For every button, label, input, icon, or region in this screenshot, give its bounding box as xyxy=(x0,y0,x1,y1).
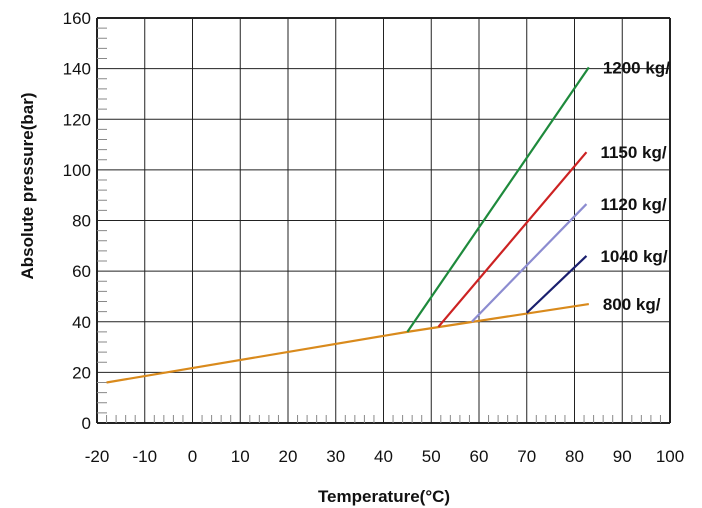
series-label: 800 kg/ xyxy=(603,295,661,314)
y-tick-label: 0 xyxy=(82,414,91,433)
x-tick-label: 20 xyxy=(279,447,298,466)
y-tick-labels: 0 20 40 60 80 100 120 140 160 xyxy=(63,9,91,433)
series-labels: 800 kg/1040 kg/1120 kg/1150 kg/1200 kg/ xyxy=(600,58,670,314)
y-tick-label: 120 xyxy=(63,110,91,129)
series-line xyxy=(525,255,588,314)
y-tick-label: 60 xyxy=(72,262,91,281)
series-line xyxy=(106,302,589,384)
y-tick-label: 80 xyxy=(72,212,91,231)
series-line xyxy=(437,151,588,328)
x-tick-labels: -20 -10 0 10 20 30 40 50 60 70 80 90 100 xyxy=(85,447,684,466)
x-tick-label: 60 xyxy=(470,447,489,466)
y-tick-label: 40 xyxy=(72,313,91,332)
grid xyxy=(96,17,671,424)
x-tick-label: 10 xyxy=(231,447,250,466)
x-tick-label: 70 xyxy=(517,447,536,466)
series-label: 1120 kg/ xyxy=(600,195,666,214)
x-tick-label: 50 xyxy=(422,447,441,466)
series-line xyxy=(471,203,588,323)
y-tick-label: 20 xyxy=(72,363,91,382)
minor-ticks xyxy=(97,27,661,423)
x-tick-label: 0 xyxy=(188,447,197,466)
y-tick-label: 160 xyxy=(63,9,91,28)
x-tick-label: -20 xyxy=(85,447,110,466)
x-tick-label: 80 xyxy=(565,447,584,466)
x-tick-label: 30 xyxy=(326,447,345,466)
y-tick-label: 140 xyxy=(63,60,91,79)
x-tick-label: -10 xyxy=(132,447,157,466)
series-line xyxy=(406,66,590,333)
x-tick-label: 40 xyxy=(374,447,393,466)
x-tick-label: 90 xyxy=(613,447,632,466)
series-label: 1150 kg/ xyxy=(600,143,666,162)
series-label: 1200 kg/ xyxy=(603,58,670,77)
y-axis-title: Absolute pressure(bar) xyxy=(18,92,37,279)
x-tick-label: 100 xyxy=(656,447,684,466)
series-lines xyxy=(106,66,590,384)
series-label: 1040 kg/ xyxy=(600,247,667,266)
x-axis-title: Temperature(°C) xyxy=(318,487,450,506)
y-tick-label: 100 xyxy=(63,161,91,180)
